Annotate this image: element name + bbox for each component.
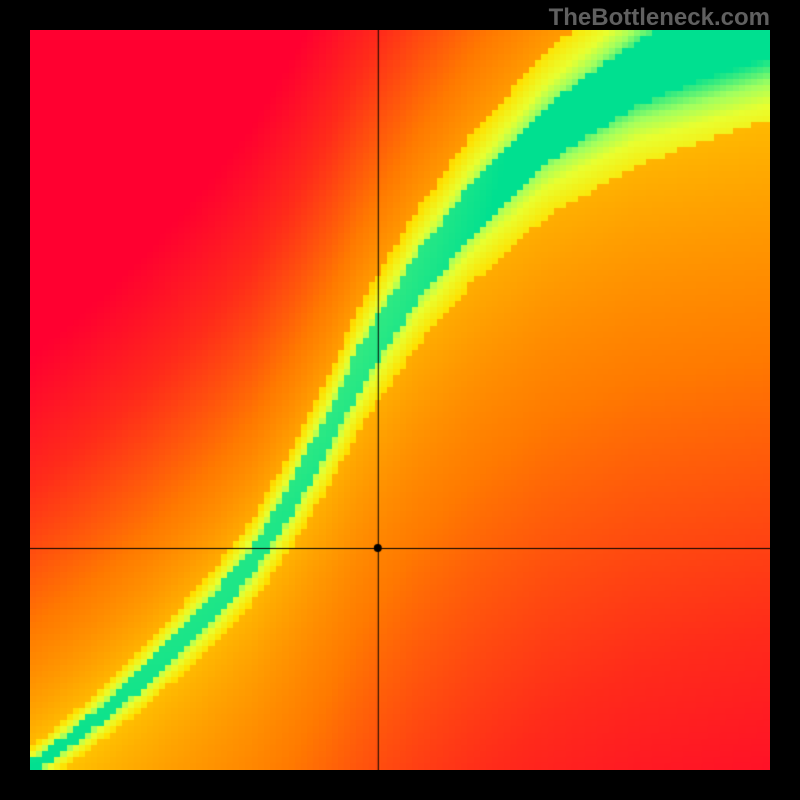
chart-container: TheBottleneck.com xyxy=(0,0,800,800)
bottleneck-heatmap xyxy=(30,30,770,770)
watermark-text: TheBottleneck.com xyxy=(549,4,770,32)
